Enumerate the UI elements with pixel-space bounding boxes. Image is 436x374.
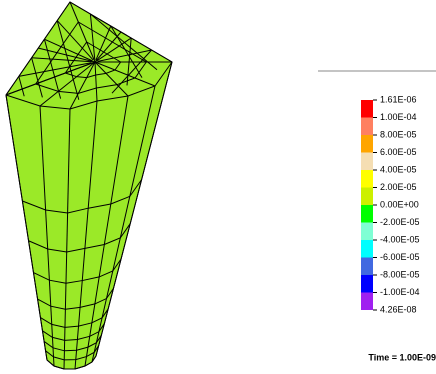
legend-label: -8.00E-05 [380, 269, 420, 279]
legend-swatch [361, 205, 373, 223]
legend-label: 2.00E-05 [380, 182, 417, 192]
screen: 1.61E-06 1.00E-04 8.00E-05 6.00E-05 4.00E-05… [0, 0, 436, 374]
legend-swatch [361, 135, 373, 153]
legend-swatch [361, 118, 373, 136]
legend-swatch [361, 223, 373, 241]
legend-label: 8.00E-05 [380, 129, 417, 139]
legend-swatch [361, 293, 373, 311]
legend-label: 0.00E+00 [380, 199, 419, 209]
legend-swatch [361, 240, 373, 258]
legend-label: 6.00E-05 [380, 147, 417, 157]
legend-swatch [361, 100, 373, 118]
mesh [6, 2, 172, 369]
legend-label: 1.00E-04 [380, 112, 417, 122]
legend-label: 4.00E-05 [380, 164, 417, 174]
time-label: Time = 1.00E-09 [368, 352, 436, 362]
legend-label: 4.26E-08 [380, 304, 417, 314]
legend-label: -4.00E-05 [380, 234, 420, 244]
legend-label: 1.61E-06 [380, 94, 417, 104]
legend: 1.61E-06 1.00E-04 8.00E-05 6.00E-05 4.00E-05… [361, 94, 420, 314]
legend-swatch [361, 188, 373, 206]
legend-swatch [361, 170, 373, 188]
legend-label: -2.00E-05 [380, 217, 420, 227]
legend-swatch [361, 258, 373, 276]
legend-label: -6.00E-05 [380, 252, 420, 262]
legend-swatch [361, 153, 373, 171]
legend-label: -1.00E-04 [380, 287, 420, 297]
legend-swatch [361, 275, 373, 293]
mesh-body [6, 2, 172, 369]
